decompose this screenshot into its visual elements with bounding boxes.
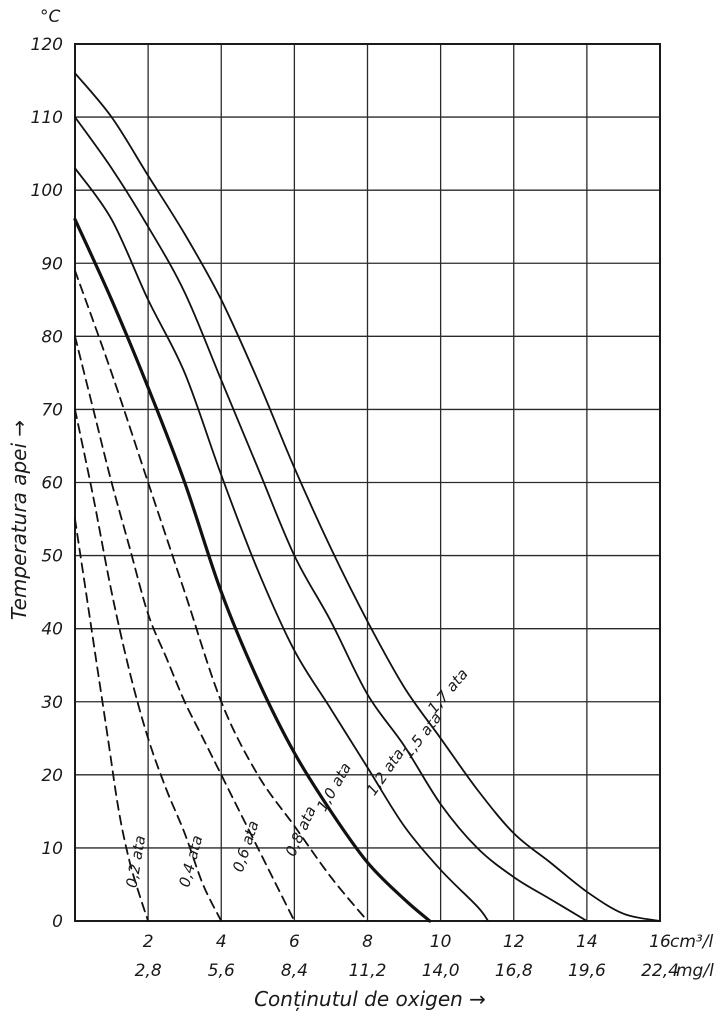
y-tick-label: 80 — [41, 327, 63, 347]
y-tick-label: 90 — [41, 254, 63, 274]
x-tick-label: 14 — [576, 932, 598, 952]
y-tick-label: 110 — [31, 108, 63, 128]
y-tick-label: 60 — [41, 474, 63, 494]
x-tick-sublabel: 19,6 — [568, 961, 606, 981]
x-axis-title: Conținutul de oxigen → — [254, 987, 486, 1011]
x-unit-primary-label: cm³/l — [670, 932, 713, 952]
x-tick-label: 6 — [289, 932, 300, 952]
curve-0-8-ata — [74, 269, 369, 922]
y-tick-label: 70 — [41, 400, 63, 420]
curve-label: 0,8 ata — [282, 803, 320, 859]
x-tick-label: 4 — [216, 932, 227, 952]
curve-1-7-ata — [74, 72, 661, 922]
x-unit-secondary-label: mg/l — [676, 961, 714, 981]
curve-1-2-ata — [74, 167, 490, 922]
x-tick-sublabel: 8,4 — [281, 961, 308, 981]
curve-0-2-ata — [74, 518, 149, 922]
curves-layer — [73, 72, 661, 923]
curve-label: 1,0 ata — [313, 760, 355, 815]
curve-0-4-ata — [74, 408, 223, 922]
y-tick-label: 120 — [31, 35, 63, 55]
x-tick-label: 2 — [143, 932, 154, 952]
x-tick-sublabel: 16,8 — [495, 961, 533, 981]
y-tick-label: 100 — [31, 181, 63, 201]
y-tick-label: 10 — [41, 839, 63, 859]
x-tick-label: 12 — [503, 932, 525, 952]
x-tick-label: 8 — [362, 932, 373, 952]
y-axis-title: Temperatura apei → — [7, 420, 31, 620]
x-tick-label: 10 — [430, 932, 452, 952]
y-tick-label: 40 — [41, 620, 63, 640]
x-tick-sublabel: 5,6 — [208, 961, 235, 981]
x-tick-sublabel: 14,0 — [422, 961, 460, 981]
y-unit-label: °C — [40, 7, 61, 27]
y-tick-labels: 0 10 20 30 40 50 60 70 80 90 100 110 120 — [31, 35, 63, 932]
x-tick-label: 16 — [649, 932, 671, 952]
y-tick-label: 20 — [41, 766, 63, 786]
curve-0-6-ata — [74, 335, 296, 922]
y-tick-label: 0 — [52, 912, 63, 932]
curve-1-0-ata — [73, 217, 432, 923]
x-tick-sublabel: 11,2 — [349, 961, 387, 981]
y-tick-label: 30 — [41, 693, 63, 713]
curve-label: 1,7 ata — [424, 665, 472, 717]
curve-label: 0,2 ata — [122, 834, 149, 889]
y-tick-label: 50 — [41, 547, 63, 567]
x-tick-sublabel: 2,8 — [135, 961, 162, 981]
x-tick-sublabel: 22,4 — [641, 961, 679, 981]
x-tick-labels: 2 2,8 4 5,6 6 8,4 8 11,2 10 14,0 12 16,8 14 19,6 16 22,… — [135, 932, 679, 981]
curve-1-5-ata — [74, 116, 588, 922]
